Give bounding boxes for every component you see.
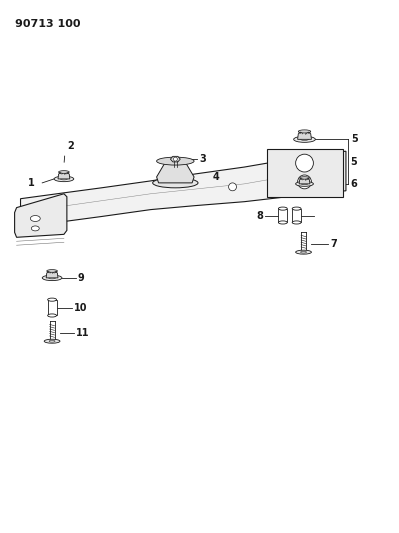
- Circle shape: [298, 175, 312, 189]
- Polygon shape: [46, 271, 58, 278]
- Text: 9: 9: [78, 273, 85, 283]
- Ellipse shape: [296, 250, 312, 254]
- Ellipse shape: [298, 130, 311, 133]
- Bar: [279, 208, 287, 222]
- Text: 11: 11: [76, 328, 89, 338]
- Ellipse shape: [47, 270, 57, 272]
- Polygon shape: [267, 149, 343, 197]
- Text: 5: 5: [350, 157, 357, 167]
- Ellipse shape: [156, 157, 194, 165]
- Circle shape: [229, 183, 237, 191]
- Ellipse shape: [61, 178, 67, 180]
- Ellipse shape: [292, 221, 301, 224]
- Circle shape: [174, 157, 177, 161]
- Ellipse shape: [59, 171, 69, 173]
- Polygon shape: [299, 177, 310, 184]
- Ellipse shape: [301, 138, 308, 140]
- Text: 4: 4: [213, 172, 219, 182]
- Ellipse shape: [54, 176, 74, 182]
- Polygon shape: [15, 194, 67, 237]
- Bar: [292, 208, 301, 222]
- Text: 3: 3: [199, 154, 206, 164]
- Ellipse shape: [44, 339, 60, 343]
- Polygon shape: [170, 156, 180, 162]
- Ellipse shape: [49, 341, 55, 342]
- Ellipse shape: [294, 136, 315, 142]
- Ellipse shape: [300, 177, 309, 179]
- Polygon shape: [156, 159, 194, 183]
- Ellipse shape: [292, 207, 301, 210]
- Text: 10: 10: [74, 303, 87, 312]
- Ellipse shape: [47, 298, 57, 301]
- Polygon shape: [58, 172, 70, 179]
- Ellipse shape: [300, 251, 306, 253]
- Bar: [47, 300, 57, 316]
- Ellipse shape: [30, 215, 40, 222]
- Circle shape: [296, 154, 313, 172]
- Polygon shape: [20, 151, 346, 225]
- Polygon shape: [298, 131, 312, 139]
- Text: 1: 1: [28, 178, 34, 188]
- Text: 7: 7: [330, 239, 337, 249]
- Ellipse shape: [49, 277, 55, 279]
- Text: 8: 8: [256, 211, 263, 221]
- Ellipse shape: [42, 275, 62, 280]
- Text: 6: 6: [351, 179, 358, 189]
- Ellipse shape: [279, 221, 287, 224]
- Ellipse shape: [153, 178, 198, 188]
- Text: 5: 5: [351, 134, 358, 144]
- Ellipse shape: [301, 183, 308, 185]
- Ellipse shape: [47, 314, 57, 317]
- Text: 90713 100: 90713 100: [15, 19, 80, 29]
- Ellipse shape: [296, 181, 313, 187]
- Ellipse shape: [279, 207, 287, 210]
- Ellipse shape: [32, 226, 39, 231]
- Text: 2: 2: [67, 141, 74, 151]
